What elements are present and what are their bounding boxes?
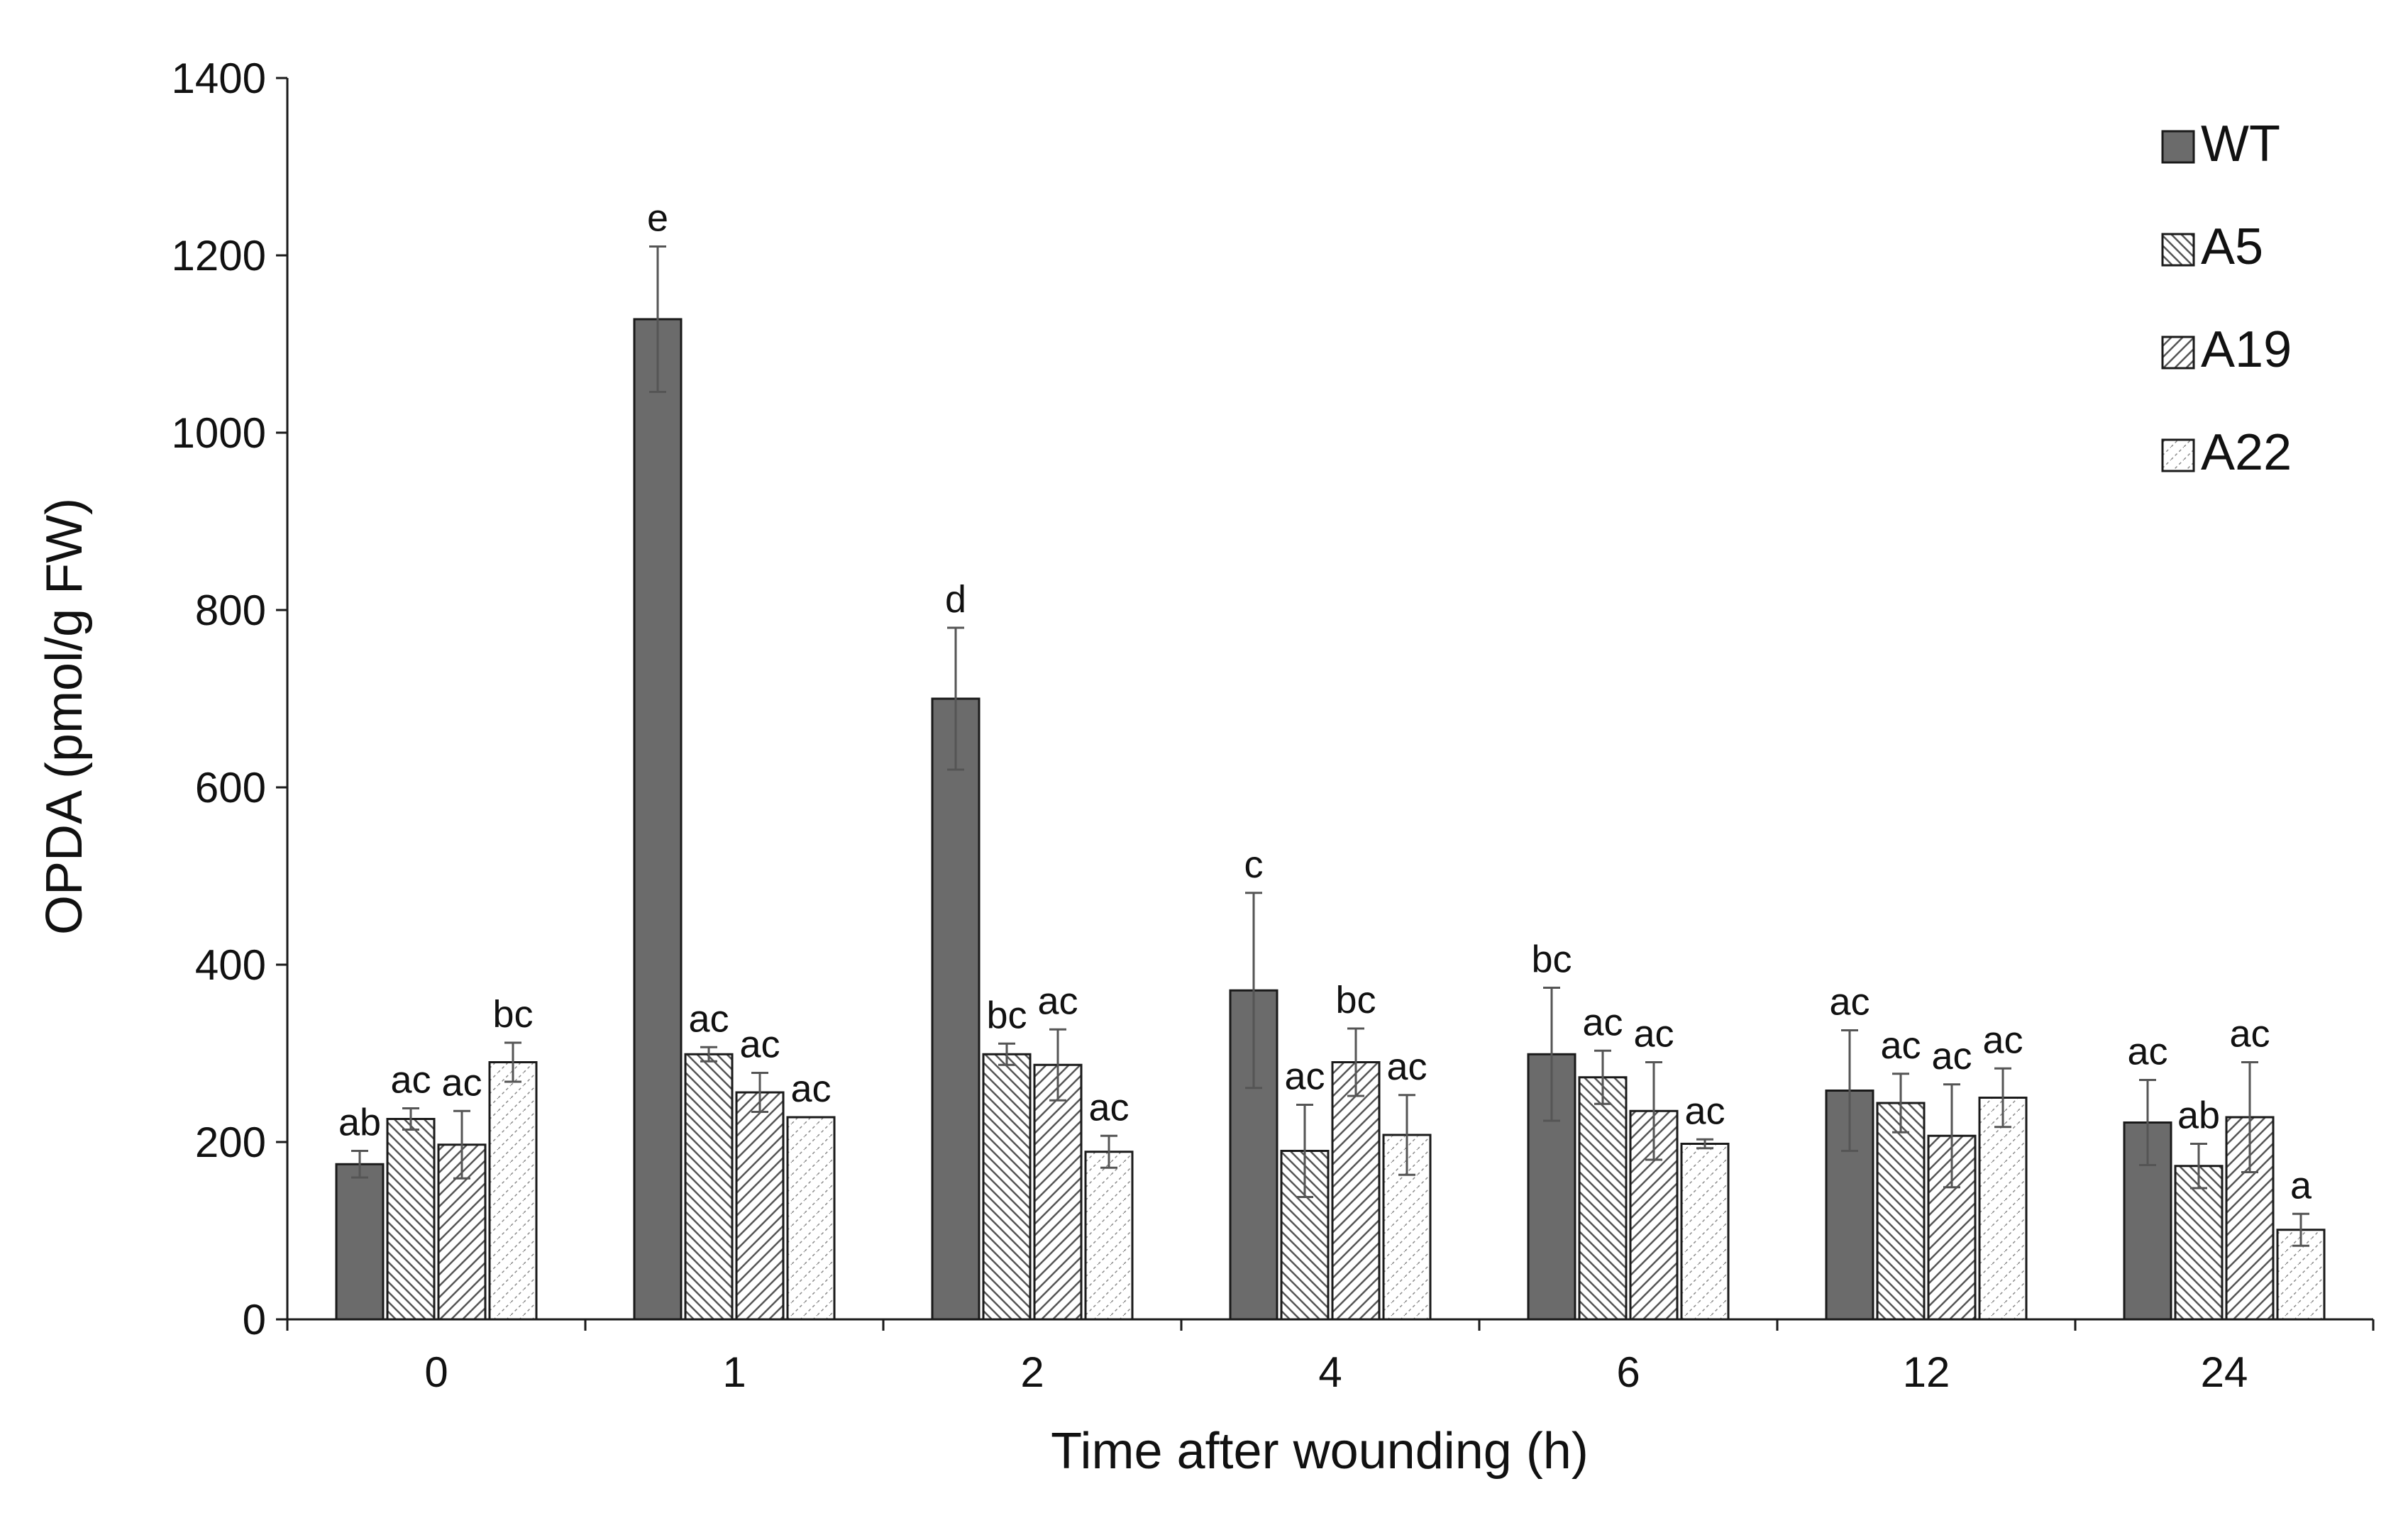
bar-A5-0 (386, 1118, 436, 1321)
x-tick-label-2: 2 (1020, 1348, 1044, 1396)
bar-A19-2 (1033, 1063, 1083, 1321)
x-tick-label-0: 0 (424, 1348, 448, 1396)
significance-label-WT-24: ac (2127, 1031, 2167, 1073)
significance-label-A22-6: ac (1684, 1090, 1725, 1132)
x-tick-label-24: 24 (2201, 1348, 2248, 1396)
legend-swatch-A19 (2161, 336, 2195, 370)
x-tick-label-6: 6 (1616, 1348, 1640, 1396)
significance-label-A19-6: ac (1633, 1013, 1674, 1055)
bar-A19-1 (735, 1091, 785, 1321)
significance-label-A5-6: ac (1582, 1001, 1623, 1043)
bar-WT-1 (633, 318, 683, 1321)
significance-label-A5-0: ac (390, 1059, 431, 1102)
bar-A5-1 (684, 1053, 734, 1321)
legend-swatch-A5 (2161, 233, 2195, 267)
bar-A22-0 (488, 1061, 538, 1321)
significance-label-A19-1: ac (739, 1024, 780, 1066)
significance-label-WT-2: d (945, 578, 966, 621)
significance-label-WT-6: bc (1531, 938, 1572, 981)
y-tick-label-1400: 1400 (172, 55, 266, 102)
bar-A22-6 (1680, 1143, 1730, 1321)
significance-label-WT-4: c (1244, 843, 1264, 886)
legend-label-WT: WT (2201, 116, 2280, 172)
bar-WT-2 (931, 697, 981, 1321)
significance-label-A22-4: ac (1386, 1046, 1427, 1088)
significance-label-A19-4: bc (1335, 979, 1376, 1021)
significance-label-A22-24: a (2290, 1164, 2312, 1207)
legend-label-A5: A5 (2201, 218, 2263, 275)
significance-label-A5-2: bc (986, 994, 1027, 1036)
significance-label-A22-0: bc (492, 993, 533, 1036)
bar-A22-2 (1084, 1151, 1134, 1321)
y-tick-label-0: 0 (243, 1296, 266, 1343)
y-tick-label-400: 400 (195, 941, 266, 989)
bar-A19-4 (1331, 1061, 1381, 1321)
significance-label-A5-24: ab (2177, 1094, 2220, 1137)
legend-swatch-WT (2161, 130, 2195, 164)
x-axis-title: Time after wounding (h) (1051, 1423, 1589, 1480)
y-tick-label-200: 200 (195, 1119, 266, 1166)
significance-label-A5-1: ac (688, 997, 729, 1040)
y-axis-title: OPDA (pmol/g FW) (36, 498, 93, 935)
x-tick-label-1: 1 (722, 1348, 746, 1396)
bar-A22-12 (1978, 1097, 2028, 1321)
legend-swatch-A22 (2161, 438, 2195, 472)
y-tick-label-600: 600 (195, 764, 266, 811)
legend-label-A22: A22 (2201, 424, 2292, 481)
bar-A5-6 (1578, 1076, 1628, 1321)
significance-label-A22-12: ac (1982, 1019, 2023, 1061)
x-tick-label-4: 4 (1318, 1348, 1342, 1396)
significance-label-WT-0: ab (338, 1102, 381, 1144)
significance-label-A19-12: ac (1931, 1035, 1972, 1077)
significance-label-A19-24: ac (2229, 1013, 2270, 1055)
y-tick-label-1000: 1000 (172, 409, 266, 457)
significance-label-WT-12: ac (1829, 981, 1869, 1024)
significance-label-A22-2: ac (1088, 1086, 1129, 1129)
significance-label-A5-4: ac (1284, 1055, 1325, 1098)
significance-label-WT-1: e (647, 197, 668, 240)
y-tick-label-1200: 1200 (172, 232, 266, 279)
significance-label-A19-0: ac (441, 1061, 482, 1104)
x-tick-label-12: 12 (1903, 1348, 1950, 1396)
bar-A5-12 (1876, 1102, 1926, 1321)
bar-WT-0 (335, 1163, 385, 1321)
significance-label-A22-1: ac (790, 1068, 831, 1110)
legend-label-A19: A19 (2201, 321, 2292, 378)
significance-label-A19-2: ac (1037, 980, 1078, 1022)
bar-WT-4 (1229, 989, 1278, 1321)
significance-label-A5-12: ac (1880, 1024, 1921, 1067)
y-tick-label-800: 800 (195, 587, 266, 634)
bar-A5-2 (982, 1053, 1032, 1321)
bar-A22-1 (786, 1116, 836, 1321)
